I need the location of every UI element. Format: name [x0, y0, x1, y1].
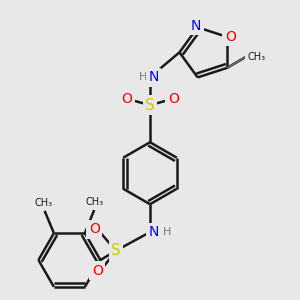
- Text: O: O: [89, 222, 100, 236]
- Text: O: O: [92, 264, 103, 278]
- Text: CH₃: CH₃: [34, 198, 52, 208]
- Text: S: S: [111, 243, 121, 258]
- Text: N: N: [148, 225, 159, 239]
- Text: S: S: [145, 98, 155, 112]
- Text: N: N: [148, 70, 159, 84]
- Text: H: H: [139, 72, 147, 82]
- Text: H: H: [163, 227, 171, 237]
- Text: O: O: [168, 92, 179, 106]
- Text: N: N: [191, 19, 201, 33]
- Text: CH₃: CH₃: [85, 197, 103, 208]
- Text: O: O: [121, 92, 132, 106]
- Text: CH₃: CH₃: [247, 52, 266, 62]
- Text: O: O: [225, 30, 236, 44]
